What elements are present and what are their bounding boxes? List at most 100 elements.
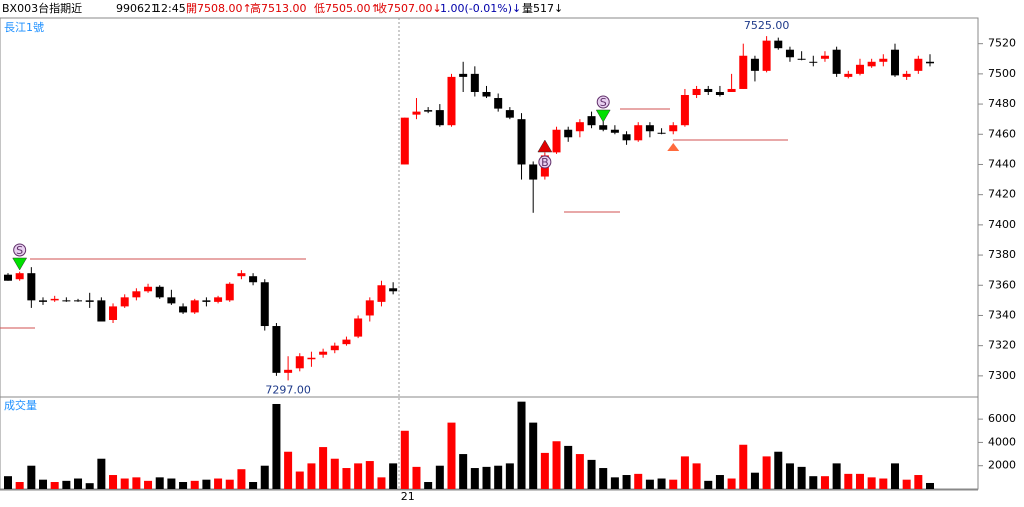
volume-bar: [739, 444, 748, 489]
candle-body: [307, 357, 316, 360]
volume-bar: [774, 451, 783, 489]
volume-bar: [319, 447, 328, 489]
y-tick-label: 4000: [988, 435, 1016, 448]
candle-body: [890, 49, 899, 76]
annotation: 7525.00: [744, 19, 790, 32]
candle-body: [587, 116, 596, 126]
candle-body: [844, 73, 853, 77]
candle-body: [762, 40, 771, 71]
candle-body: [645, 125, 654, 132]
candle-body: [727, 88, 736, 92]
volume-bar: [529, 422, 538, 489]
volume-bar: [809, 476, 818, 489]
candle-body: [260, 282, 269, 327]
chart-title: 長江1號: [4, 21, 44, 34]
candle-body: [774, 40, 783, 49]
candle-body: [120, 297, 129, 307]
candle-body: [295, 356, 304, 369]
volume-bar: [214, 478, 223, 489]
volume-bar: [260, 465, 269, 489]
candle-body: [622, 134, 631, 141]
candle-body: [692, 88, 701, 96]
volume-bar: [190, 480, 199, 489]
volume-bar: [750, 472, 759, 489]
signal-arrow: [537, 139, 553, 153]
volume-bar: [27, 465, 36, 489]
candle-body: [926, 61, 934, 64]
candle-body: [342, 339, 351, 345]
signal-badge: [596, 95, 610, 109]
y-tick-label: 7320: [988, 339, 1016, 352]
candle-body: [785, 49, 794, 58]
candle-body: [97, 300, 106, 322]
volume-bar: [855, 473, 864, 489]
high: 高7513.00: [250, 1, 307, 15]
candle-body: [517, 119, 526, 165]
y-tick-label: 7300: [988, 369, 1016, 382]
candle-body: [832, 49, 841, 74]
candle-body: [820, 55, 829, 59]
y-tick-label: 7500: [988, 67, 1016, 80]
candle-body: [902, 73, 911, 77]
volume-bar: [155, 477, 164, 489]
volume-bar: [587, 459, 596, 489]
volume-bar: [97, 458, 106, 489]
low: 低7505.00↑: [314, 2, 380, 15]
date: 990621: [116, 2, 158, 15]
signal-label: S: [600, 96, 607, 109]
volume-bar: [797, 466, 806, 489]
candle-body: [879, 58, 888, 62]
candle-body: [284, 369, 293, 373]
volume-bar: [844, 473, 853, 489]
candle-body: [225, 283, 234, 301]
volume-bar: [144, 480, 153, 489]
volume-bar: [307, 463, 316, 489]
candle-body: [505, 110, 514, 118]
volume-bar: [342, 468, 351, 489]
volume-bar: [785, 463, 794, 489]
y-tick-label: 6000: [988, 412, 1016, 425]
candle-body: [634, 125, 643, 141]
annotation: 7297.00: [265, 383, 311, 396]
volume-bar: [109, 475, 118, 489]
volume-bar: [610, 477, 619, 489]
volume-bar: [762, 456, 771, 489]
volume-bar: [424, 482, 433, 489]
volume-bar: [39, 479, 48, 489]
signal-arrow: [12, 257, 28, 271]
candle-body: [249, 276, 258, 283]
candle-body: [494, 98, 503, 109]
candle-body: [739, 55, 748, 89]
signal-arrow: [595, 109, 611, 123]
candle-body: [354, 318, 363, 337]
volume-bar: [832, 463, 841, 489]
volume-bar: [202, 479, 211, 489]
candle-body: [680, 95, 689, 126]
volume-bar: [926, 482, 934, 489]
volume-bar: [704, 480, 713, 489]
change: 1.00(-0.01%)↓: [440, 2, 521, 15]
y-tick-label: 7460: [988, 127, 1016, 140]
volume-bar: [634, 473, 643, 489]
candle-body: [400, 117, 409, 165]
volume-bar: [15, 482, 24, 489]
y-tick-label: 7480: [988, 97, 1016, 110]
candle-body: [272, 326, 281, 373]
volume-bar: [715, 475, 724, 489]
candle-body: [190, 300, 199, 313]
candle-body: [214, 297, 223, 302]
candle-body: [85, 300, 94, 302]
price-panel: [0, 17, 979, 398]
candle-body: [4, 274, 12, 281]
volume-bar: [517, 401, 526, 489]
volume-bar: [564, 445, 573, 489]
volume-bar: [225, 479, 234, 489]
volume-bar: [377, 477, 386, 489]
volume-bar: [330, 458, 339, 489]
volume-bar: [692, 463, 701, 489]
volume-title: 成交量: [4, 398, 37, 412]
volume-bar: [505, 463, 514, 489]
candle-body: [529, 164, 538, 180]
volume-bar: [820, 476, 829, 489]
